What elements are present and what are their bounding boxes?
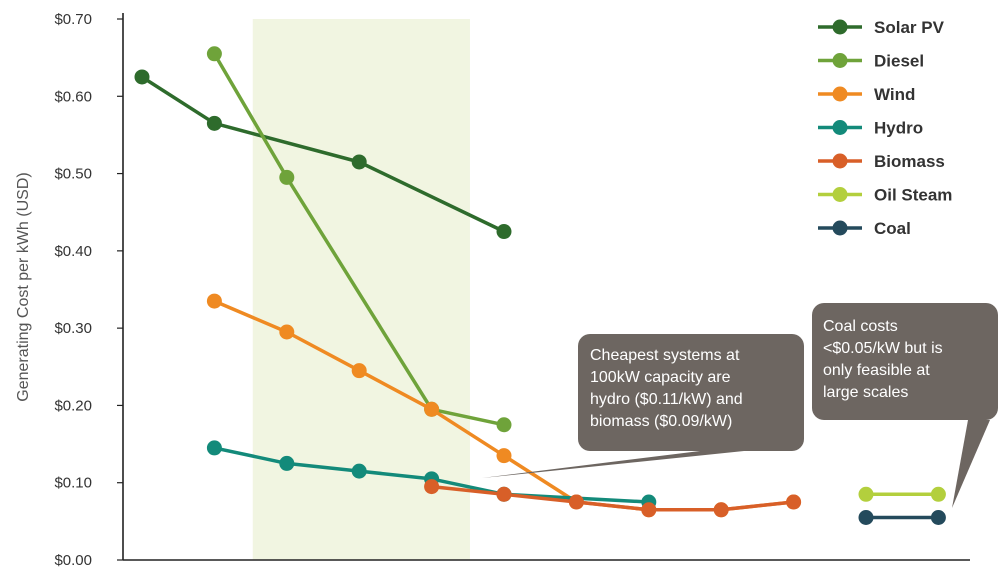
legend: Solar PV Diesel Wind Hydro Biomass Oil Steam C… <box>818 18 952 238</box>
data-point-biomass <box>641 502 657 518</box>
series-line-biomass <box>431 484 794 512</box>
y-tick-label: $0.50 <box>54 166 92 183</box>
data-point-wind <box>351 363 367 379</box>
legend-swatch-marker <box>832 187 848 202</box>
legend-label: Biomass <box>874 152 945 171</box>
data-point-hydro <box>279 455 295 471</box>
legend-label: Diesel <box>874 52 924 71</box>
legend-label: Wind <box>874 85 915 104</box>
legend-item-coal: Coal <box>818 219 911 238</box>
data-point-wind <box>424 401 440 417</box>
legend-item-solar-pv: Solar PV <box>818 18 945 37</box>
data-point-biomass <box>496 486 512 502</box>
legend-label: Hydro <box>874 119 923 138</box>
data-point-oil-steam <box>930 486 946 502</box>
data-point-biomass <box>568 494 584 510</box>
series-oil-steam <box>858 486 946 502</box>
data-point-biomass <box>424 479 440 495</box>
callout-layer: Cheapest systems at 100kW capacity are hyd… <box>482 303 998 508</box>
callout-text-line: only feasible at <box>823 362 930 379</box>
callout-box <box>578 334 804 451</box>
legend-swatch-marker <box>832 19 848 35</box>
callout-coal: Coal costs <$0.05/kW but is only feasible … <box>812 303 998 508</box>
legend-swatch-marker <box>832 220 848 236</box>
legend-label: Coal <box>874 219 911 238</box>
series-line-diesel <box>212 52 505 427</box>
data-point-biomass <box>713 502 729 518</box>
series-biomass <box>424 479 802 518</box>
data-point-solar-pv <box>496 224 512 240</box>
data-point-solar-pv <box>351 154 367 170</box>
legend-swatch-marker <box>832 53 848 68</box>
y-tick-label: $0.00 <box>54 552 92 567</box>
legend-swatch-marker <box>832 86 848 102</box>
y-axis-label: Generating Cost per kWh (USD) <box>15 172 32 401</box>
data-point-solar-pv <box>134 69 150 85</box>
callout-text-line: hydro ($0.11/kW) and <box>590 391 743 408</box>
data-point-diesel <box>279 169 295 185</box>
y-tick-label: $0.70 <box>54 11 92 28</box>
data-point-hydro <box>351 463 367 479</box>
callout-text-line: Coal costs <box>823 318 898 335</box>
series-layer <box>134 46 946 525</box>
callout-text-line: 100kW capacity are <box>590 369 731 386</box>
series-solar-pv <box>134 69 512 240</box>
legend-item-hydro: Hydro <box>818 119 923 138</box>
legend-label: Solar PV <box>874 18 945 37</box>
callout-box <box>812 303 998 420</box>
data-point-wind <box>496 448 512 464</box>
data-point-wind <box>206 293 222 309</box>
data-point-solar-pv <box>206 115 222 131</box>
legend-item-biomass: Biomass <box>818 152 945 171</box>
callout-pointer <box>482 451 744 478</box>
data-point-coal <box>930 509 946 525</box>
callout-text-line: large scales <box>823 384 908 401</box>
series-coal <box>858 509 946 525</box>
data-point-wind <box>279 324 295 340</box>
y-tick-label: $0.10 <box>54 475 92 492</box>
legend-item-diesel: Diesel <box>818 52 924 71</box>
data-point-coal <box>858 509 874 525</box>
callout-cheapest: Cheapest systems at 100kW capacity are hyd… <box>482 334 804 478</box>
callout-pointer <box>952 420 990 508</box>
legend-item-wind: Wind <box>818 85 915 104</box>
data-point-hydro <box>206 440 222 456</box>
legend-label: Oil Steam <box>874 186 952 205</box>
data-point-oil-steam <box>858 486 874 502</box>
callout-text-line: Cheapest systems at <box>590 347 740 364</box>
callout-text-line: biomass ($0.09/kW) <box>590 413 732 430</box>
data-point-biomass <box>786 494 802 510</box>
data-point-diesel <box>206 46 222 62</box>
y-tick-label: $0.60 <box>54 88 92 105</box>
legend-item-oil-steam: Oil Steam <box>818 186 952 205</box>
legend-swatch-marker <box>832 153 848 169</box>
y-tick-label: $0.30 <box>54 320 92 337</box>
callout-text-line: <$0.05/kW but is <box>823 340 943 357</box>
legend-swatch-marker <box>832 120 848 135</box>
y-tick-label: $0.40 <box>54 243 92 260</box>
data-point-diesel <box>496 417 512 433</box>
axis-layer: $0.00 $0.10 $0.20 $0.30 $0.40 $0.50 $0.60 $0.70 <box>54 11 970 567</box>
series-line-solar-pv <box>141 75 505 234</box>
y-tick-label: $0.20 <box>54 397 92 414</box>
